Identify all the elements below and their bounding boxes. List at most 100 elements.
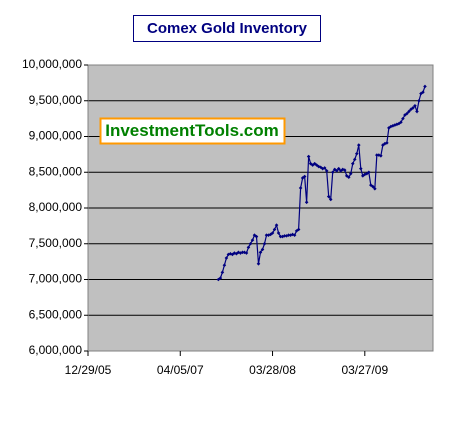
marker	[254, 234, 259, 239]
marker	[220, 270, 225, 275]
marker	[262, 241, 267, 246]
marker	[236, 250, 241, 255]
marker	[250, 238, 255, 242]
y-tick-label: 8,000,000	[29, 200, 83, 214]
marker	[369, 183, 373, 187]
marker	[393, 123, 397, 127]
marker	[397, 121, 401, 126]
marker	[260, 247, 265, 252]
marker	[294, 229, 299, 233]
marker	[314, 163, 319, 167]
marker	[338, 169, 343, 173]
marker	[278, 234, 283, 239]
y-tick-label: 6,500,000	[29, 307, 83, 321]
marker	[401, 116, 405, 121]
marker	[274, 223, 279, 227]
marker	[326, 194, 331, 199]
marker	[266, 233, 271, 237]
marker	[360, 174, 365, 178]
marker	[298, 186, 303, 190]
marker	[417, 98, 421, 103]
marker	[258, 250, 263, 255]
marker	[302, 174, 307, 179]
marker	[218, 276, 223, 280]
marker	[244, 251, 249, 255]
marker	[348, 171, 353, 176]
y-tick-label: 7,000,000	[29, 272, 83, 286]
marker	[407, 109, 411, 114]
marker	[413, 103, 417, 108]
marker	[264, 233, 269, 237]
x-tick-label: 03/27/09	[341, 363, 388, 377]
marker	[350, 161, 355, 166]
marker	[304, 200, 309, 205]
marker	[248, 241, 253, 246]
marker	[252, 233, 257, 237]
y-tick-label: 7,500,000	[29, 236, 83, 250]
marker	[328, 197, 333, 202]
y-tick-label: 8,500,000	[29, 164, 83, 178]
marker	[268, 232, 273, 237]
y-tick-label: 6,000,000	[29, 343, 83, 357]
marker	[371, 184, 375, 189]
marker	[320, 166, 325, 171]
marker	[230, 252, 235, 257]
marker	[330, 170, 335, 175]
marker	[276, 231, 281, 235]
y-tick-label: 9,000,000	[29, 129, 83, 143]
marker	[272, 227, 277, 232]
marker	[296, 227, 301, 232]
marker	[358, 166, 363, 171]
marker	[375, 153, 379, 157]
marker	[367, 170, 371, 175]
marker	[399, 120, 403, 124]
y-tick-label: 10,000,000	[22, 57, 82, 71]
marker	[256, 261, 261, 266]
marker	[356, 143, 361, 147]
marker	[344, 174, 349, 178]
marker	[288, 233, 293, 237]
marker	[340, 167, 345, 172]
marker	[232, 251, 237, 255]
marker	[310, 163, 315, 167]
marker	[346, 175, 351, 180]
watermark-box	[99, 117, 286, 145]
chart-title: Comex Gold Inventory	[147, 20, 308, 37]
marker	[423, 84, 427, 89]
marker	[286, 233, 291, 237]
marker	[363, 172, 367, 177]
marker	[280, 234, 285, 239]
marker	[222, 263, 227, 267]
marker	[332, 167, 337, 172]
marker	[226, 252, 231, 257]
marker	[377, 153, 381, 157]
marker	[306, 154, 311, 159]
marker	[354, 151, 359, 156]
marker	[334, 169, 339, 173]
marker	[282, 234, 287, 238]
marker	[292, 233, 297, 237]
marker	[415, 109, 419, 114]
marker	[240, 250, 245, 255]
marker	[324, 169, 329, 173]
marker	[318, 165, 323, 170]
x-tick-label: 04/05/07	[157, 363, 204, 377]
marker	[322, 166, 327, 170]
marker	[352, 157, 357, 162]
marker	[373, 186, 377, 191]
marker	[342, 168, 347, 172]
marker	[381, 143, 385, 147]
marker	[270, 231, 275, 235]
title-box	[133, 15, 321, 42]
marker	[411, 106, 415, 110]
marker	[365, 171, 369, 176]
x-tick-label: 03/28/08	[249, 363, 296, 377]
marker	[308, 161, 313, 166]
marker	[228, 251, 233, 256]
marker	[409, 107, 413, 112]
marker	[336, 166, 341, 171]
x-tick-label: 12/29/05	[65, 363, 112, 377]
y-tick-label: 9,500,000	[29, 93, 83, 107]
marker	[379, 154, 383, 158]
